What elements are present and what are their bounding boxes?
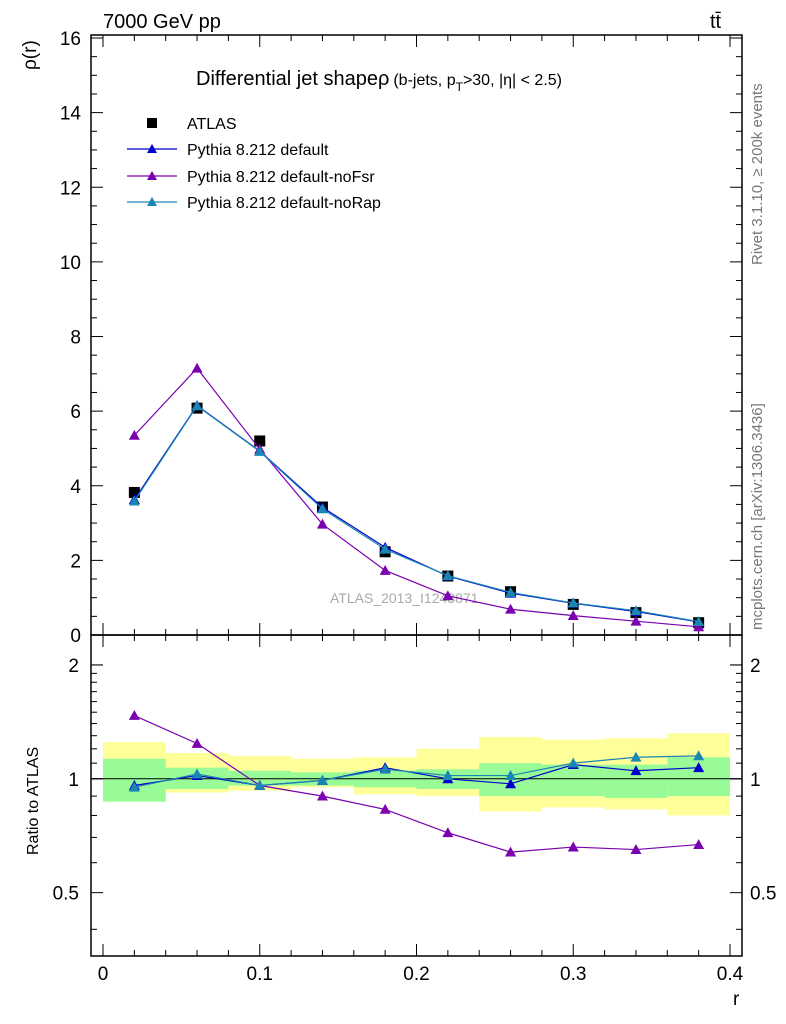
main-y-tick-label: 14	[60, 104, 82, 125]
series-point-noFsr	[191, 362, 203, 373]
ratio-point-noRap	[442, 770, 454, 780]
series-point-noRap	[505, 586, 517, 597]
series-point-noFsr	[316, 518, 328, 529]
main-y-tick-label: 8	[70, 328, 81, 349]
main-y-axis-title: ρ(r)	[20, 40, 41, 70]
main-y-tick-label: 12	[60, 178, 81, 199]
ratio-point-noRap	[693, 750, 705, 761]
rivet-version-label: Rivet 3.1.10, ≥ 200k events	[749, 83, 766, 265]
ratio-point-noFsr	[630, 844, 642, 854]
main-y-tick-label: 6	[70, 402, 81, 423]
ratio-point-noRap	[128, 781, 140, 792]
series-point-noRap	[191, 400, 203, 411]
series-line-noFsr	[133, 367, 699, 628]
atlas-data-point	[254, 435, 266, 447]
ratio-y-tick-label-right: 2	[750, 656, 761, 677]
main-y-tick-label: 16	[60, 29, 81, 50]
ratio-point-noFsr	[567, 841, 579, 852]
ratio-point-noFsr	[379, 803, 391, 814]
x-tick-label: 0	[98, 964, 109, 985]
x-tick-label: 0.3	[560, 964, 586, 985]
series-point-noFsr	[693, 621, 705, 632]
legend-atlas-marker	[147, 118, 157, 128]
title-tail: >30, |η| < 2.5)	[463, 72, 562, 89]
ratio-point-default	[630, 765, 642, 776]
ratio-y-tick-label-right: 0.5	[750, 884, 776, 905]
main-plot-title: Differential jet shapeρ (b-jets, pT>30, |…	[196, 68, 562, 94]
energy-label: 7000 GeV pp	[103, 11, 221, 33]
legend-nofsr-label: Pythia 8.212 default-noFsr	[187, 169, 375, 186]
ratio-point-noFsr	[505, 846, 517, 857]
series-point-noFsr	[630, 615, 642, 626]
ratio-plot-layer: 0 0.1 0.2 0.3 0.4 0.5 0.5 1 1 2 2	[53, 634, 776, 985]
title-subscript: T	[456, 80, 464, 94]
series-point-noRap	[630, 605, 642, 616]
ratio-point-noFsr	[191, 737, 203, 748]
ratio-point-noFsr	[442, 827, 454, 838]
process-label: tt̄	[710, 11, 722, 33]
series-point-noFsr	[442, 590, 454, 601]
analysis-watermark: ATLAS_2013_I1243871	[330, 590, 479, 606]
x-axis-title: r	[733, 989, 740, 1010]
ratio-line-default	[134, 764, 699, 787]
series-point-noFsr	[128, 429, 140, 440]
ratio-point-noFsr	[693, 839, 705, 849]
atlas-data-point	[128, 486, 140, 498]
series-point-noFsr	[505, 603, 517, 614]
mcplots-label: mcplots.cern.ch [arXiv:1306.3436]	[749, 403, 766, 630]
ratio-point-noFsr	[316, 790, 328, 801]
ratio-point-noRap	[505, 770, 517, 780]
ratio-point-noRap	[316, 774, 328, 785]
legend-default-marker	[147, 144, 157, 153]
series-point-noRap	[379, 543, 391, 554]
series-point-noRap	[316, 503, 328, 514]
main-y-tick-label: 4	[70, 477, 81, 498]
x-tick-label: 0.2	[403, 964, 429, 985]
ratio-y-axis-title: Ratio to ATLAS	[25, 747, 42, 855]
series-point-noRap	[442, 570, 454, 581]
ratio-y-tick-label-right: 1	[750, 770, 761, 791]
series-point-noFsr	[379, 564, 391, 575]
title-main: Differential jet shapeρ	[196, 68, 389, 90]
ratio-line-noFsr	[134, 714, 699, 853]
ratio-point-default	[505, 778, 517, 789]
ratio-point-noRap	[254, 780, 266, 790]
ratio-point-noFsr	[128, 710, 140, 720]
ratio-band-inner	[541, 764, 605, 797]
ratio-point-noRap	[567, 757, 579, 768]
title-suffix: (b-jets, p	[393, 72, 455, 89]
legend-default-label: Pythia 8.212 default	[187, 142, 329, 159]
series-point-noRap	[254, 445, 266, 456]
legend-atlas-label: ATLAS	[187, 116, 237, 133]
x-tick-label: 0.4	[717, 964, 744, 985]
main-plot-layer: 0 2 4 6 8 10 12 14 16	[60, 29, 743, 647]
legend-norap-marker	[147, 197, 157, 206]
series-point-noRap	[693, 616, 705, 626]
ratio-point-noRap	[191, 768, 203, 779]
main-y-tick-label: 0	[70, 626, 81, 647]
main-y-tick-label: 2	[70, 551, 81, 572]
ratio-point-noRap	[630, 751, 642, 762]
ratio-point-default	[693, 762, 705, 773]
ratio-y-tick-label: 2	[68, 656, 79, 677]
legend-nofsr-marker	[147, 171, 157, 180]
ratio-line-noRap	[134, 755, 699, 788]
ratio-y-tick-label: 1	[68, 770, 79, 791]
main-y-tick-label: 10	[60, 253, 81, 274]
ratio-y-tick-label: 0.5	[53, 884, 79, 905]
legend: ATLAS Pythia 8.212 default Pythia 8.212 …	[127, 116, 381, 212]
legend-norap-label: Pythia 8.212 default-noRap	[187, 195, 381, 212]
series-point-noFsr	[567, 610, 579, 620]
series-line-noRap	[133, 405, 699, 623]
series-point-noRap	[567, 597, 579, 608]
ratio-point-noRap	[379, 763, 391, 774]
x-tick-label: 0.1	[247, 964, 273, 985]
series-point-noRap	[128, 495, 140, 506]
